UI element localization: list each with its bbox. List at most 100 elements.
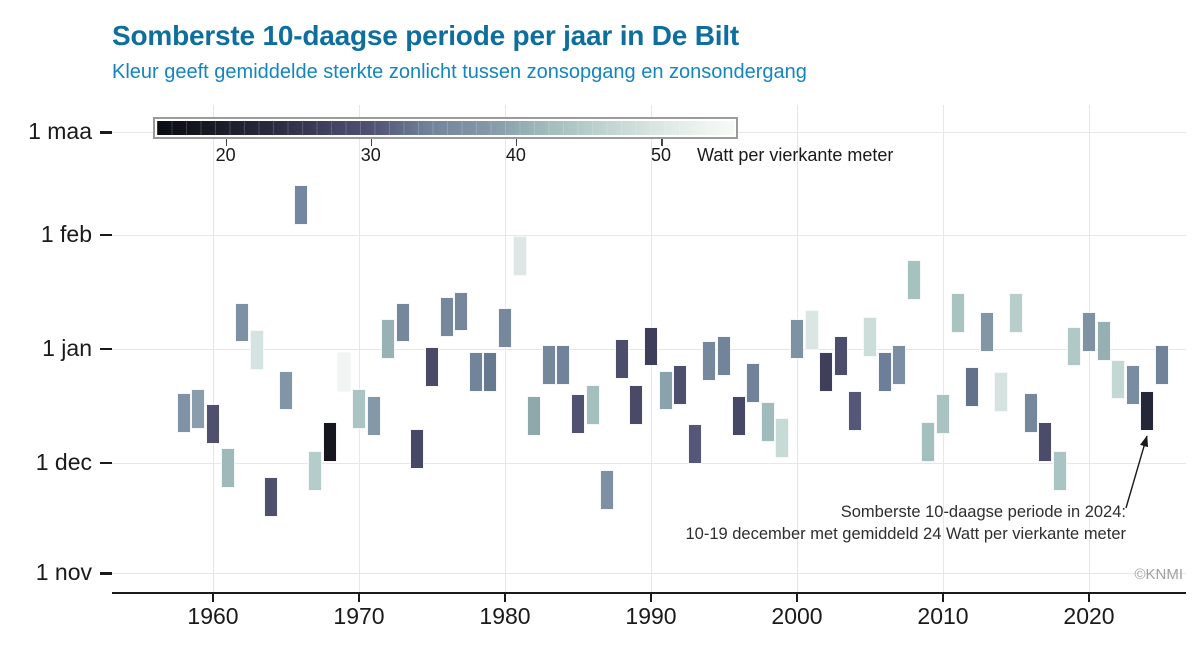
x-tick-2010	[942, 594, 944, 602]
period-bar-2001	[805, 310, 818, 349]
period-bar-1992	[674, 366, 687, 404]
gridline-horizontal-1dec	[112, 462, 1186, 464]
period-bar-2017	[1039, 423, 1052, 461]
x-label-1960: 1960	[187, 603, 239, 629]
period-bar-1988	[615, 340, 628, 379]
y-label-1feb: 1 feb	[40, 220, 92, 247]
period-bar-2013	[980, 312, 993, 351]
colorbar-tick-label-40: 40	[505, 145, 526, 165]
period-bar-1962	[236, 303, 249, 342]
period-bar-1973	[396, 303, 409, 342]
period-bar-2007	[893, 345, 906, 384]
y-label-1dec: 1 dec	[35, 448, 92, 475]
period-bar-1966	[294, 186, 307, 224]
period-bar-2014	[995, 373, 1008, 412]
period-bar-1959	[192, 389, 205, 428]
period-bar-1972	[382, 320, 395, 358]
period-bar-1971	[367, 397, 380, 436]
colorbar-gradient	[157, 121, 734, 135]
period-bar-1958	[177, 393, 190, 432]
period-bar-1996	[732, 397, 745, 436]
period-bar-1969	[338, 353, 351, 392]
period-bar-2024	[1141, 391, 1154, 430]
x-tick-2020	[1088, 594, 1090, 602]
gridline-horizontal-1feb	[112, 234, 1186, 236]
x-tick-1980	[504, 594, 506, 602]
period-bar-1961	[221, 448, 234, 487]
page-title: Somberste 10-daagse periode per jaar in …	[112, 20, 740, 51]
period-bar-2020	[1083, 312, 1095, 351]
period-bar-2003	[834, 336, 847, 375]
period-bar-2023	[1126, 366, 1139, 404]
period-bar-1982	[528, 397, 541, 436]
period-bar-2016	[1024, 393, 1037, 432]
period-bar-1977	[455, 292, 468, 331]
period-bar-2002	[820, 353, 833, 392]
period-bar-1995	[718, 336, 730, 375]
period-bar-1974	[411, 430, 424, 469]
period-bar-1965	[280, 371, 292, 410]
colorbar-tick-50	[661, 139, 663, 146]
period-bar-1978	[469, 353, 482, 392]
colorbar	[153, 117, 738, 139]
period-bar-1994	[703, 342, 716, 381]
colorbar-tick-30	[370, 139, 373, 146]
period-bar-2015	[1010, 294, 1022, 333]
colorbar-unit-label: Watt per vierkante meter	[697, 145, 894, 165]
colorbar-tick-label-50: 50	[651, 145, 672, 165]
x-label-1970: 1970	[333, 603, 385, 629]
period-bar-2004	[849, 391, 862, 430]
period-bar-1998	[761, 402, 774, 441]
x-tick-1990	[650, 594, 652, 602]
colorbar-tick-20	[225, 139, 228, 146]
x-label-1980: 1980	[479, 603, 531, 629]
period-bar-1989	[630, 386, 643, 425]
period-bar-1993	[688, 424, 701, 463]
period-bar-2022	[1112, 360, 1125, 399]
period-bar-1991	[659, 371, 672, 410]
period-bar-1990	[645, 327, 657, 366]
y-tick-1maa	[100, 131, 112, 134]
x-label-2000: 2000	[771, 603, 823, 629]
gridline-horizontal-1nov	[112, 573, 1186, 574]
period-bar-2008	[907, 261, 920, 300]
period-bar-1979	[484, 353, 497, 392]
colorbar-tick-label-20: 20	[215, 145, 236, 165]
period-bar-2010	[937, 395, 949, 434]
period-bar-1963	[250, 331, 263, 370]
period-bar-1960	[207, 404, 219, 443]
period-bar-2012	[966, 367, 979, 406]
period-bar-2021	[1097, 321, 1110, 360]
period-bar-2006	[878, 353, 891, 392]
y-label-1jan: 1 jan	[42, 334, 92, 361]
period-bar-2000	[791, 320, 803, 358]
period-bar-1970	[353, 389, 365, 428]
x-tick-1960	[212, 594, 214, 602]
period-bar-2011	[951, 294, 964, 333]
period-bar-2005	[864, 318, 876, 357]
annotation-line1: Somberste 10-daagse periode in 2024:	[840, 503, 1126, 521]
period-bar-1964	[265, 478, 278, 517]
period-bar-2019	[1068, 327, 1081, 366]
y-label-1nov: 1 nov	[35, 559, 92, 585]
y-tick-1nov	[100, 572, 112, 575]
period-bar-1997	[747, 364, 760, 403]
x-label-2020: 2020	[1063, 603, 1115, 629]
period-bar-1976	[440, 298, 453, 336]
period-bar-1999	[776, 419, 789, 458]
period-bar-1981	[513, 237, 526, 276]
colorbar-tick-40	[515, 139, 518, 146]
period-bar-1975	[426, 347, 438, 386]
colorbar-tick-label-30: 30	[360, 145, 381, 165]
y-label-1maa: 1 maa	[28, 118, 92, 144]
period-bar-1980	[499, 309, 511, 347]
page-subtitle: Kleur geeft gemiddelde sterkte zonlicht …	[112, 61, 807, 83]
period-bar-1983	[542, 345, 555, 384]
annotation-line2: 10-19 december met gemiddeld 24 Watt per…	[685, 525, 1126, 543]
knmi-credit: ©KNMI	[1134, 566, 1183, 583]
period-bar-1968	[323, 423, 336, 461]
period-bar-2018	[1053, 452, 1066, 491]
period-bar-1986	[586, 386, 599, 425]
period-bar-1987	[601, 470, 614, 509]
period-bar-1967	[309, 452, 322, 491]
